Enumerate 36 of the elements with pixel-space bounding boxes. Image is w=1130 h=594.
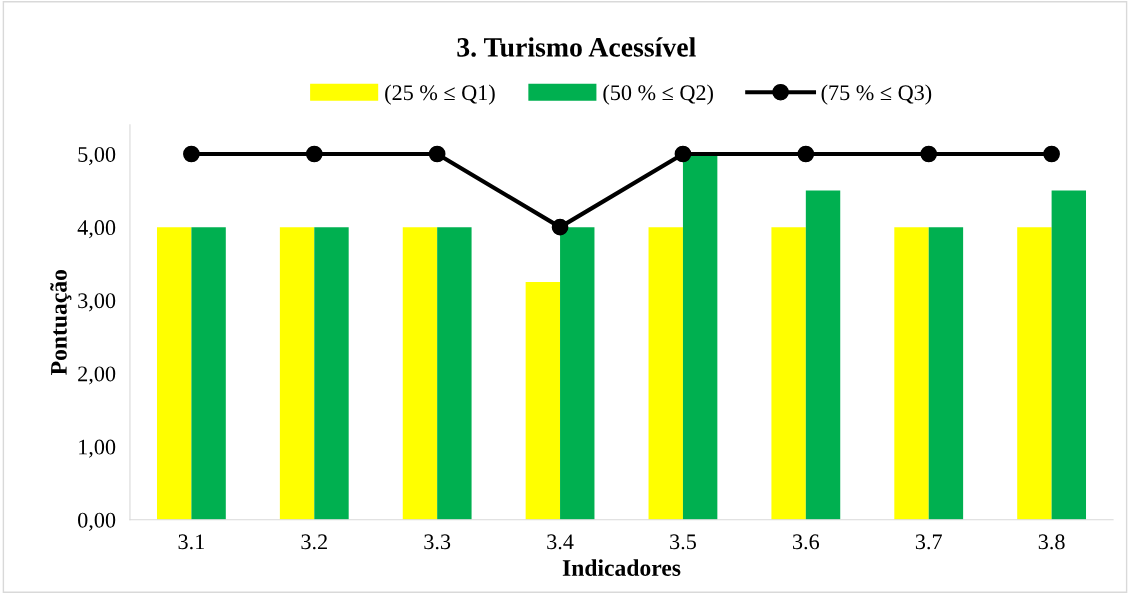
legend-label: (75 % ≤ Q3): [821, 84, 932, 105]
legend-label: (50 % ≤ Q2): [603, 84, 713, 105]
legend-label: (25 % ≤ Q1): [385, 84, 495, 105]
bar: [560, 227, 595, 520]
bar: [894, 227, 929, 520]
x-tick-label: 3.1: [178, 534, 204, 550]
x-tick-label: 3.4: [547, 534, 574, 550]
bar: [805, 190, 841, 520]
y-tick-label: 3,00: [78, 293, 116, 312]
bar: [437, 227, 472, 520]
y-tick-label: 4,00: [77, 220, 116, 239]
y-tick-label: 2,00: [78, 366, 116, 385]
x-tick-label: 3.8: [1038, 534, 1065, 550]
bar: [1017, 227, 1052, 520]
bar: [682, 154, 718, 520]
bar: [525, 282, 561, 520]
x-axis-title: Indicadores: [562, 559, 681, 576]
bar: [1051, 190, 1087, 520]
bar: [771, 227, 806, 520]
bar: [648, 227, 683, 520]
y-tick-label: 5,00: [78, 146, 116, 166]
y-tick-label: 0,00: [78, 512, 116, 531]
x-tick-label: 3.6: [793, 534, 820, 550]
y-tick-label: 1,00: [79, 439, 116, 458]
chart-title: 3. Turismo Acessível: [457, 37, 696, 57]
bar: [928, 227, 964, 520]
y-axis-title: Pontuação: [50, 270, 72, 375]
bar: [314, 227, 349, 520]
x-tick-label: 3.5: [670, 534, 696, 550]
x-tick-label: 3.3: [424, 534, 451, 550]
bar: [279, 227, 315, 520]
x-tick-label: 3.7: [915, 534, 942, 550]
x-tick-label: 3.2: [301, 534, 327, 550]
bar: [191, 227, 226, 520]
bar: [156, 227, 192, 520]
bar: [402, 227, 438, 520]
